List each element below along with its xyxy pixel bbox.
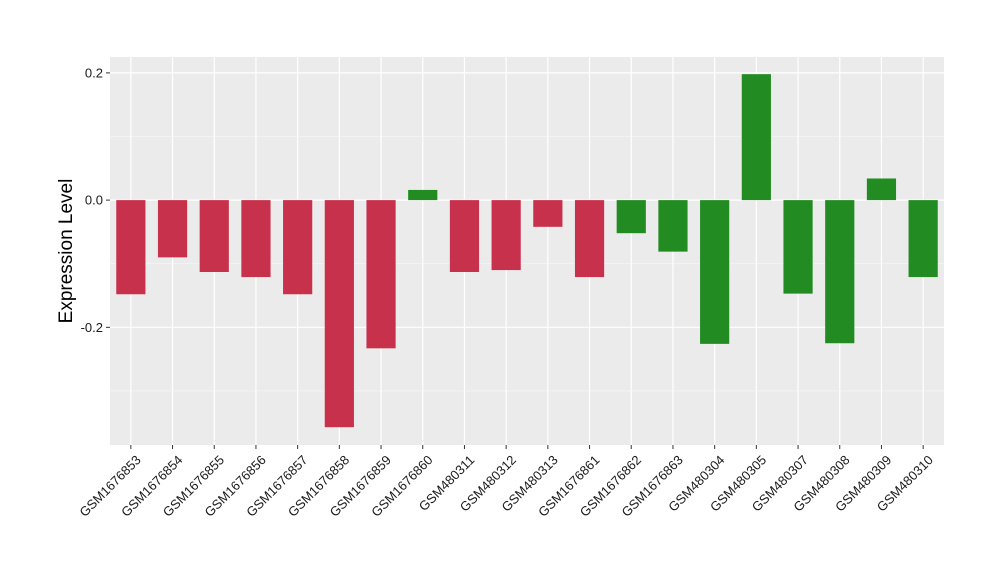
bar-GSM1676856 <box>241 200 271 278</box>
y-tick-label: -0.2 <box>81 320 103 335</box>
bar-GSM1676859 <box>366 200 396 349</box>
bar-GSM480305 <box>741 74 771 201</box>
bar-GSM480308 <box>825 200 855 344</box>
bar-GSM480304 <box>700 200 730 344</box>
bar-GSM1676861 <box>574 200 605 278</box>
bar-GSM1676855 <box>199 200 229 272</box>
bar-GSM1676862 <box>616 200 646 234</box>
bar-GSM480310 <box>908 200 938 278</box>
bars <box>116 74 938 428</box>
bar-GSM1676854 <box>157 200 188 258</box>
bar-GSM480313 <box>533 200 563 227</box>
bar-GSM1676860 <box>408 189 438 201</box>
plot-panel <box>110 57 944 445</box>
bar-GSM1676857 <box>283 200 313 295</box>
bar-GSM480307 <box>783 200 813 294</box>
y-axis-title: Expression Level <box>56 179 77 324</box>
bar-GSM1676858 <box>324 200 354 428</box>
y-axis-ticks: 0.2 0.0 -0.2 <box>81 65 110 335</box>
bar-GSM480312 <box>491 200 521 271</box>
y-tick-label: 0.0 <box>85 193 103 208</box>
bar-GSM480309 <box>866 178 897 201</box>
y-tick-label: 0.2 <box>85 65 103 80</box>
bar-GSM1676853 <box>116 200 146 295</box>
x-axis-ticks: GSM1676853GSM1676854GSM1676855GSM1676856… <box>76 445 936 520</box>
bar-GSM480311 <box>449 200 480 272</box>
bar-GSM1676863 <box>658 200 688 252</box>
